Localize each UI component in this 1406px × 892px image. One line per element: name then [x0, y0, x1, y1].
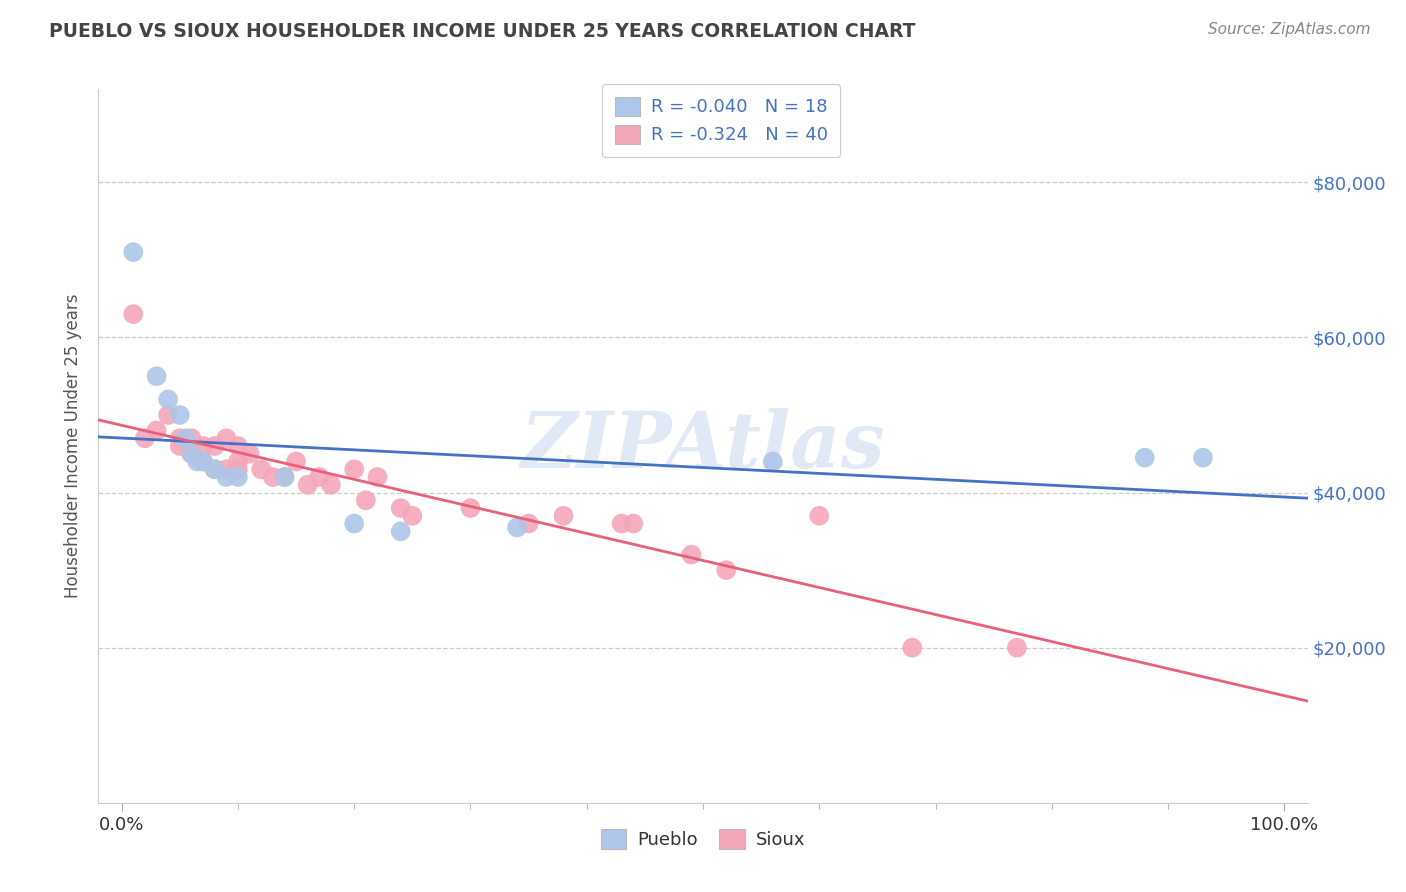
Point: [297, 477, 319, 491]
Point: [169, 408, 191, 422]
Point: [808, 508, 831, 523]
Point: [157, 392, 180, 407]
Point: [517, 516, 540, 531]
Point: [191, 454, 214, 468]
Point: [262, 470, 284, 484]
Point: [122, 307, 145, 321]
Text: ZIPAtlas: ZIPAtlas: [520, 408, 886, 484]
Point: [226, 439, 249, 453]
Point: [191, 454, 214, 468]
Point: [204, 462, 226, 476]
Point: [401, 508, 423, 523]
Point: [169, 431, 191, 445]
Point: [319, 477, 342, 491]
Point: [460, 501, 482, 516]
Point: [180, 447, 202, 461]
Point: [145, 424, 167, 438]
Point: [1005, 640, 1028, 655]
Point: [215, 431, 238, 445]
Legend: Pueblo, Sioux: Pueblo, Sioux: [588, 816, 818, 862]
Point: [226, 470, 249, 484]
Point: [1133, 450, 1156, 465]
Point: [354, 493, 377, 508]
Point: [180, 447, 202, 461]
Point: [553, 508, 575, 523]
Point: [134, 431, 156, 445]
Point: [901, 640, 924, 655]
Point: [186, 454, 208, 468]
Point: [681, 548, 703, 562]
Point: [1192, 450, 1215, 465]
Point: [273, 470, 295, 484]
Point: [389, 524, 412, 539]
Point: [366, 470, 388, 484]
Text: Source: ZipAtlas.com: Source: ZipAtlas.com: [1208, 22, 1371, 37]
Point: [169, 439, 191, 453]
Text: PUEBLO VS SIOUX HOUSEHOLDER INCOME UNDER 25 YEARS CORRELATION CHART: PUEBLO VS SIOUX HOUSEHOLDER INCOME UNDER…: [49, 22, 915, 41]
Point: [191, 439, 214, 453]
Point: [610, 516, 633, 531]
Point: [273, 470, 295, 484]
Point: [343, 516, 366, 531]
Point: [308, 470, 330, 484]
Point: [204, 439, 226, 453]
Point: [215, 470, 238, 484]
Point: [145, 369, 167, 384]
Point: [204, 462, 226, 476]
Point: [506, 520, 529, 534]
Point: [174, 431, 197, 445]
Point: [226, 454, 249, 468]
Point: [762, 454, 785, 468]
Point: [343, 462, 366, 476]
Point: [226, 462, 249, 476]
Point: [716, 563, 738, 577]
Point: [389, 501, 412, 516]
Point: [621, 516, 644, 531]
Point: [285, 454, 308, 468]
Point: [157, 408, 180, 422]
Point: [239, 447, 262, 461]
Point: [250, 462, 273, 476]
Point: [122, 245, 145, 260]
Point: [180, 431, 202, 445]
Point: [215, 462, 238, 476]
Y-axis label: Householder Income Under 25 years: Householder Income Under 25 years: [65, 293, 83, 599]
